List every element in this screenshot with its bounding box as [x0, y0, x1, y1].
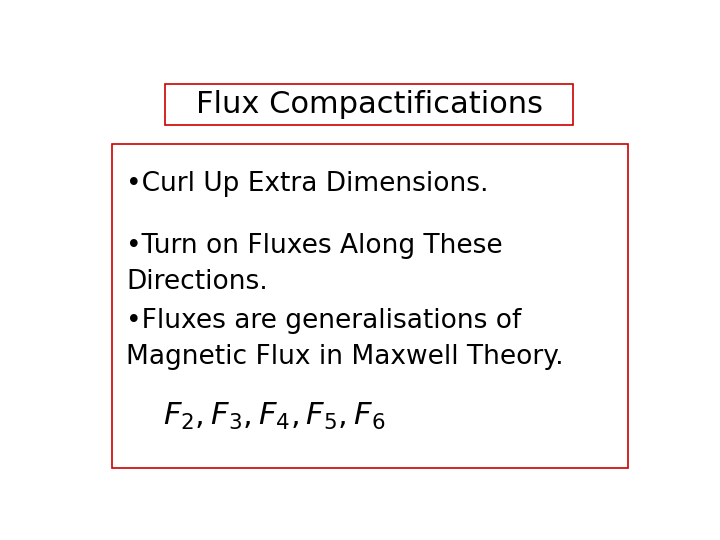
- Text: $F_2, F_3, F_4, F_5, F_6$: $F_2, F_3, F_4, F_5, F_6$: [163, 401, 384, 431]
- Text: Flux Compactifications: Flux Compactifications: [196, 90, 542, 119]
- Text: •Turn on Fluxes Along These
Directions.: •Turn on Fluxes Along These Directions.: [126, 233, 503, 295]
- FancyBboxPatch shape: [112, 144, 629, 468]
- Text: •Curl Up Extra Dimensions.: •Curl Up Extra Dimensions.: [126, 171, 489, 197]
- Text: •Fluxes are generalisations of
Magnetic Flux in Maxwell Theory.: •Fluxes are generalisations of Magnetic …: [126, 308, 564, 370]
- FancyBboxPatch shape: [166, 84, 572, 125]
